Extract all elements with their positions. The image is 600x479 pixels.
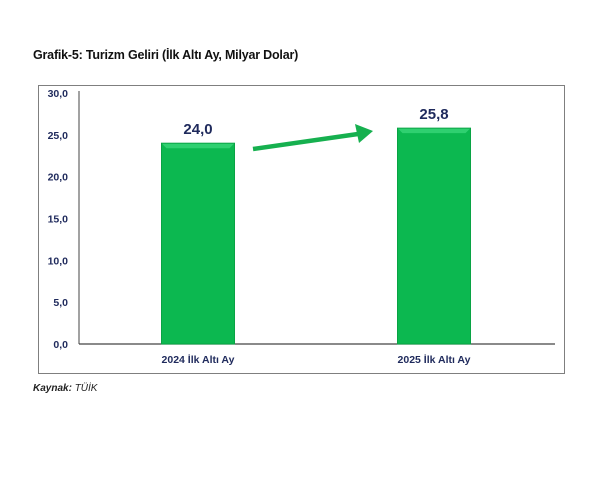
y-tick-label: 0,0 [53,339,68,351]
trend-arrow-head [355,124,373,143]
bar [397,128,471,344]
bar-outline [161,142,235,345]
source-label: Kaynak: [33,383,72,394]
data-label: 25,8 [419,106,448,123]
x-tick-label: 2025 İlk Altı Ay [398,353,471,366]
bar-bevel [161,143,235,149]
bar [161,143,235,344]
y-tick-label: 30,0 [48,88,69,100]
source-value: TÜİK [74,383,98,394]
data-label: 24,0 [183,121,212,138]
source-note: Kaynak: TÜİK [33,383,97,394]
y-tick-label: 25,0 [48,130,69,142]
y-tick-label: 10,0 [48,255,69,267]
bar-outline [397,127,471,345]
bar-bevel [397,128,471,134]
trend-arrow-shaft [252,131,359,152]
y-tick-label: 5,0 [53,297,68,309]
chart-title: Grafik-5: Turizm Geliri (İlk Altı Ay, Mi… [33,48,299,62]
chart-frame [38,85,565,374]
y-tick-label: 15,0 [48,214,69,226]
y-tick-label: 20,0 [48,172,69,184]
x-tick-label: 2024 İlk Altı Ay [162,353,235,366]
